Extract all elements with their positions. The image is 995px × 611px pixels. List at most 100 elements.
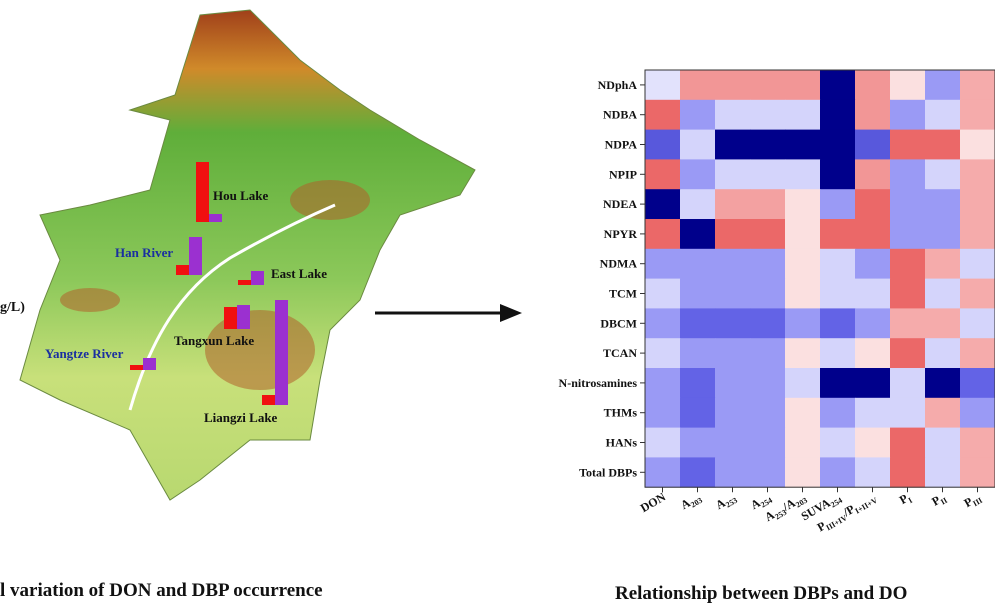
bar xyxy=(196,162,209,222)
site-label: Tangxun Lake xyxy=(174,333,254,348)
heatmap-cell xyxy=(750,219,786,250)
label-subscript: II xyxy=(939,496,949,507)
bar xyxy=(130,365,143,370)
heatmap-cell xyxy=(645,70,681,101)
heatmap-cell xyxy=(890,427,926,458)
heatmap-frame xyxy=(644,69,995,488)
heatmap-cell xyxy=(855,129,891,160)
row-label: NPIP xyxy=(609,167,637,181)
heatmap-cell xyxy=(715,129,751,160)
site-label: Hou Lake xyxy=(213,188,268,203)
heatmap-cell xyxy=(925,338,961,369)
heatmap-cell xyxy=(890,159,926,190)
heatmap-cell xyxy=(645,368,681,399)
heatmap-cell xyxy=(820,189,856,220)
heatmap-cell xyxy=(890,308,926,339)
heatmap-cell xyxy=(820,248,856,280)
heatmap-cell xyxy=(820,338,856,369)
heatmap-cell xyxy=(750,189,786,220)
heatmap-cell xyxy=(645,248,681,280)
heatmap-cell xyxy=(750,457,786,488)
heatmap-cell xyxy=(855,397,891,429)
heatmap-cell xyxy=(960,248,995,280)
heatmap-cell xyxy=(750,159,786,190)
heatmap-cell xyxy=(680,129,716,160)
heatmap-cell xyxy=(645,308,681,339)
heatmap-cell xyxy=(820,159,856,190)
row-label: Total DBPs xyxy=(579,465,637,479)
heatmap-cell xyxy=(785,159,821,190)
heatmap-cell xyxy=(680,397,716,429)
heatmap-cell xyxy=(750,99,786,131)
heatmap-cell xyxy=(820,129,856,160)
heatmap-cell xyxy=(645,457,681,488)
heatmap-cell xyxy=(855,99,891,131)
row-label: DBCM xyxy=(600,316,637,330)
site-label: Yangtze River xyxy=(45,346,124,361)
column-label: A253 xyxy=(713,490,739,514)
heatmap-cell xyxy=(855,219,891,250)
heatmap-cell xyxy=(820,219,856,250)
heatmap-cell xyxy=(645,159,681,190)
column-label: A253/A203 xyxy=(762,490,809,526)
heatmap-cell xyxy=(750,368,786,399)
heatmap-cell xyxy=(785,189,821,220)
heatmap-cell xyxy=(960,70,995,101)
heatmap-cell xyxy=(925,129,961,160)
heatmap-cell xyxy=(855,278,891,309)
heatmap-cell xyxy=(855,338,891,369)
heatmap-cell xyxy=(785,457,821,488)
heatmap-cell xyxy=(890,219,926,250)
bar xyxy=(262,395,275,405)
row-label: NDMA xyxy=(600,257,638,271)
label-subscript: 203 xyxy=(689,496,704,510)
heatmap-cell xyxy=(680,70,716,101)
heatmap-cell xyxy=(645,338,681,369)
heatmap-cell xyxy=(925,397,961,429)
heatmap-cell xyxy=(925,159,961,190)
heatmap-cell xyxy=(715,99,751,131)
heatmap-cell xyxy=(960,278,995,309)
heatmap-cell xyxy=(960,457,995,488)
heatmap-cell xyxy=(750,129,786,160)
heatmap-cell xyxy=(960,338,995,369)
heatmap-cell xyxy=(645,129,681,160)
bar xyxy=(238,280,251,285)
heatmap-cell xyxy=(855,308,891,339)
heatmap-cell xyxy=(645,427,681,458)
column-label: PI xyxy=(897,490,914,509)
heatmap-cell xyxy=(820,368,856,399)
heatmap-cell xyxy=(855,159,891,190)
heatmap-cell xyxy=(785,99,821,131)
column-label: A203 xyxy=(678,490,704,514)
heatmap-cell xyxy=(680,219,716,250)
row-label: NPYR xyxy=(604,227,638,241)
heatmap-cell xyxy=(645,189,681,220)
bar xyxy=(143,358,156,370)
bar xyxy=(275,300,288,405)
heatmap-cell xyxy=(680,189,716,220)
heatmap-cell xyxy=(715,397,751,429)
heatmap-cell xyxy=(960,368,995,399)
heatmap-cell xyxy=(750,70,786,101)
heatmap-cell xyxy=(925,427,961,458)
bar xyxy=(189,237,202,275)
heatmap-cell xyxy=(680,159,716,190)
heatmap-cell xyxy=(750,427,786,458)
heatmap-cell xyxy=(890,278,926,309)
row-label: TCM xyxy=(609,287,637,301)
heatmap-cell xyxy=(750,248,786,280)
heatmap-cell xyxy=(750,278,786,309)
heatmap-cell xyxy=(820,308,856,339)
row-label: HANs xyxy=(606,436,638,450)
heatmap-cell xyxy=(960,308,995,339)
heatmap-cell xyxy=(960,397,995,429)
heatmap-cell xyxy=(680,99,716,131)
heatmap-cell xyxy=(785,129,821,160)
row-label: NDEA xyxy=(603,197,637,211)
heatmap-cell xyxy=(890,189,926,220)
heatmap-cell xyxy=(785,70,821,101)
row-label: N-nitrosamines xyxy=(559,376,638,390)
heatmap-cell xyxy=(680,338,716,369)
